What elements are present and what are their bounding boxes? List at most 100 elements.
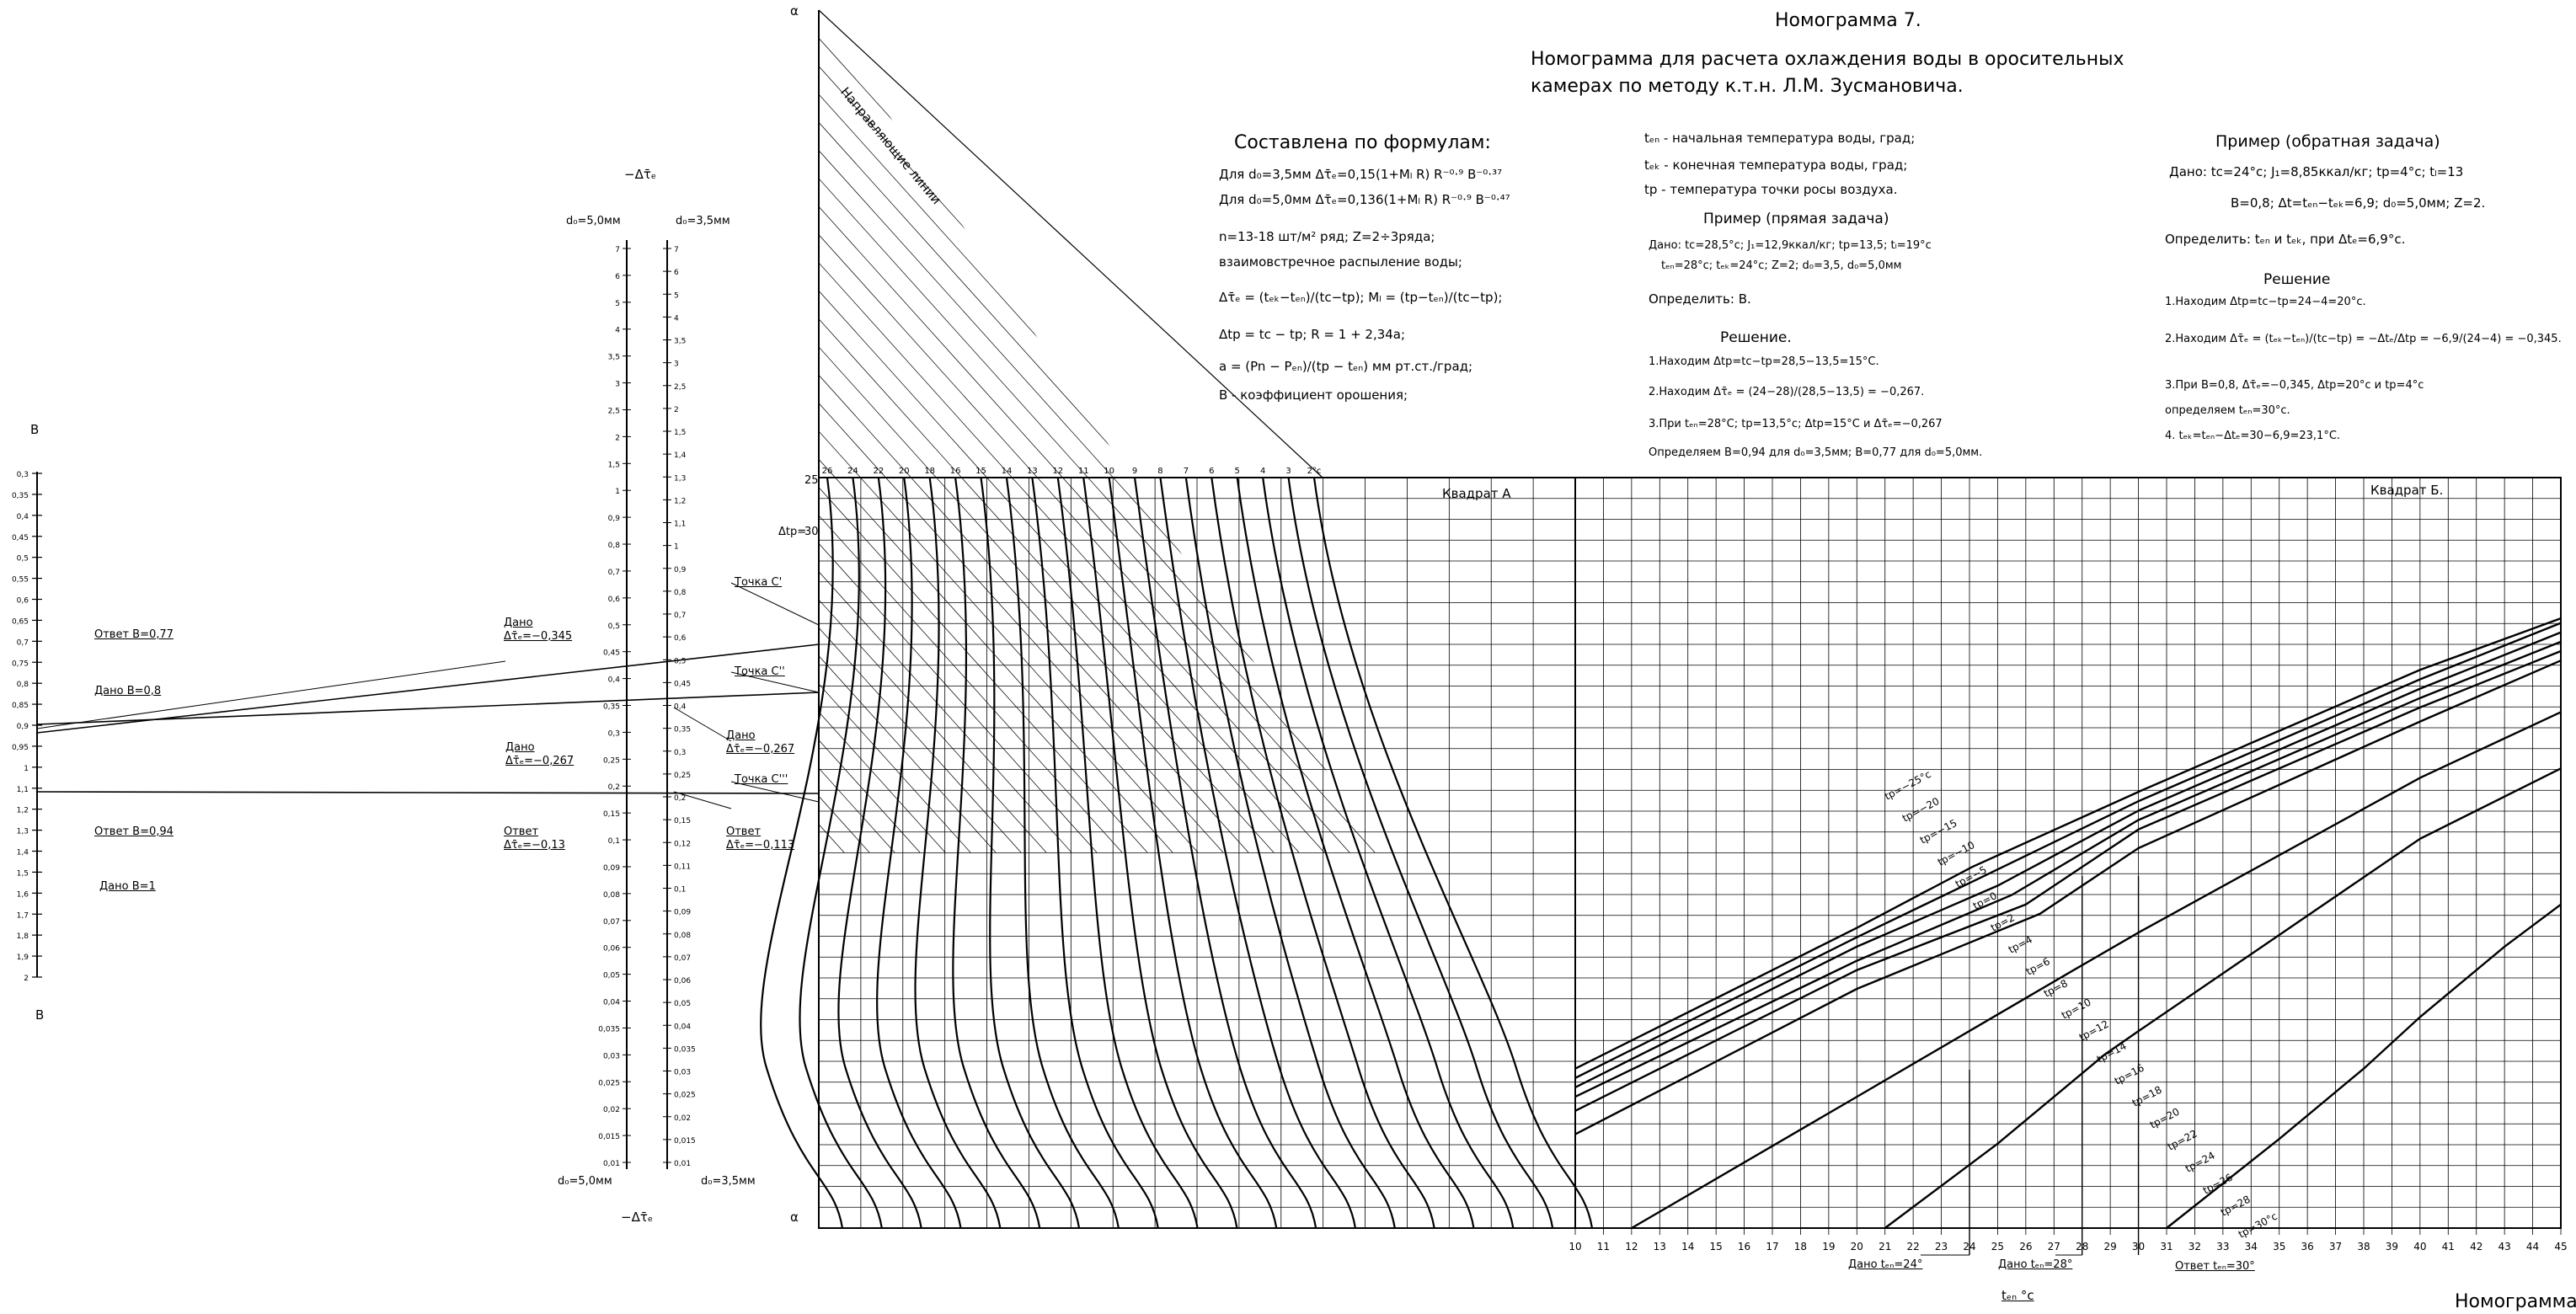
dtp-curve [1005,477,1120,1229]
d35-tick-label: 0,3 [674,749,686,757]
d35-tick-label: 0,035 [674,1045,696,1054]
x-tick-label: 27 [2048,1241,2060,1253]
d35-tick-label: 0,1 [674,886,686,895]
dtp-value-label: 11 [1078,467,1089,476]
dtp-curve [1312,477,1594,1229]
x-tick-label: 23 [1935,1241,1948,1253]
tp-label: tp=22 [2166,1128,2199,1153]
d5-tick-label: 0,5 [608,622,620,631]
d35-tick-label: 6 [674,269,679,277]
d35-tick-label: 0,9 [674,566,687,574]
d35-tick-label: 0,12 [674,840,691,848]
b-tick-label: 1,5 [17,869,29,878]
b-tick-label: 0,65 [12,617,29,626]
d35-tick-label: 2,5 [674,383,686,392]
b-tick-label: 1,2 [17,807,29,815]
dtp-curve [1133,477,1317,1229]
d5-tick-label: 1,5 [608,461,620,469]
quadrant-b-label: Квадрат Б. [2370,483,2444,498]
dtp-value-label: 26 [822,467,833,476]
x-tick-label: 19 [1822,1241,1835,1253]
direct-example-heading: Пример (прямая задача) [1703,211,1889,227]
tp-label: tp=10 [2060,996,2093,1022]
inverse-find: Определить: tₑₙ и tₑₖ, при Δtₑ=6,9°c. [2165,232,2406,247]
tp-label: tp=20 [2148,1106,2182,1131]
b-scale-label-top: B [30,422,40,437]
d35-tick-label: 0,01 [674,1160,691,1168]
d35-tick-label: 1,3 [674,474,686,483]
d35-tick-label: 0,5 [674,657,686,665]
d5-tick-label: 0,2 [608,783,620,792]
formula-line-4: взаимовстречное распыление воды; [1219,254,1462,270]
formula-line-5: Δτ̄ₑ = (tₑₖ−tₑₙ)/(tc−tp); Mₗ = (tp−tₑₙ)/… [1219,290,1503,305]
b-tick-label: 1,6 [17,890,29,899]
x-tick-label: 31 [2160,1241,2172,1253]
d35-tick-label: 1,4 [674,451,687,460]
x-tick-label: 12 [1625,1241,1638,1253]
d5-tick-label: 5 [615,300,620,308]
dtp-curve [760,477,844,1229]
d35-tick-label: 0,015 [674,1137,696,1146]
d5-tick-label: 0,7 [608,569,620,577]
dtp-curve [1108,477,1278,1229]
b-tick-label: 0,85 [12,702,29,710]
page-subtitle-2: камерах по методу к.т.н. Л.М. Зусманович… [1531,76,1964,97]
x-tick-label: 16 [1738,1241,1750,1253]
guide-boundary [818,9,1323,478]
x-axis-label: tₑₙ °c [2001,1288,2034,1303]
dtp-label: Δtp= [778,526,807,538]
d5-tick-label: 0,35 [603,703,620,712]
d35-label-top: d₀=3,5мм [676,215,730,227]
d35-tick-label: 0,05 [674,1000,691,1008]
dtp-value-label: 10 [1104,467,1114,476]
inverse-step-4: определяем tₑₙ=30°c. [2165,404,2290,417]
direct-step-1: 1.Находим Δtp=tc−tp=28,5−13,5=15°C. [1649,355,1879,368]
x-tick-label: 39 [2386,1241,2398,1253]
inverse-step-2: 2.Находим Δτ̄ₑ = (tₑₖ−tₑₙ)/(tc−tp) = −Δt… [2165,333,2562,345]
inverse-step-1: 1.Находим Δtp=tc−tp=24−4=20°c. [2165,296,2366,308]
d5-tick-label: 0,01 [603,1160,620,1168]
d35-tick-label: 0,45 [674,680,691,688]
ann-dtau-answer-0113: Ответ Δτ̄ₑ=−0,113 [726,825,795,852]
alpha-label-top: α [790,3,799,19]
tp-curve [1574,631,2562,1088]
formula-line-7: a = (Pn − Pₑₙ)/(tp − tₑₙ) мм рт.ст./град… [1219,359,1473,374]
definition-2: tₑₖ - конечная температура воды, град; [1644,158,1908,173]
x-tick-label: 15 [1710,1241,1723,1253]
b-tick-label: 1,4 [17,849,29,857]
tp-curve [2166,903,2562,1229]
d5-tick-label: 0,06 [603,945,620,953]
d5-tick-label: 0,6 [608,596,621,604]
dtp-value-label: 2°c [1307,467,1322,476]
ann-given-tn-24: Дано tₑₙ=24° [1848,1258,1923,1271]
formula-line-3: n=13-18 шт/м² ряд; Z=2÷3ряда; [1219,229,1435,244]
b-tick-label: 0,5 [17,555,29,564]
point-c2: Точка C'' [735,665,785,678]
x-tick-label: 17 [1766,1241,1778,1253]
tp-label: tp=30°c [2237,1210,2279,1241]
x-tick-label: 18 [1794,1241,1807,1253]
d5-tick-label: 4 [615,327,620,335]
dtp-curve [1159,477,1357,1229]
ann-dtau-given-0267-left: Дано Δτ̄ₑ=−0,267 [505,741,575,767]
tp-label: tp=−10 [1936,839,1977,868]
b-tick-label: 1,7 [17,911,29,920]
point-c1: Точка C' [735,576,783,589]
d35-tick-label: 5 [674,291,679,300]
d5-tick-label: 0,4 [608,676,621,685]
x-tick-label: 10 [1569,1241,1581,1253]
d5-tick-label: 3 [615,381,620,389]
b-tick-label: 0,8 [17,681,29,689]
tp-label: tp=2 [1989,911,2017,933]
dtp-value-label: 20 [899,467,910,476]
ann-dtau-given-0345: Дано Δτ̄ₑ=−0,345 [504,617,573,643]
d35-tick-label: 1,5 [674,429,686,437]
tp-label: tp=4 [2007,933,2034,955]
d5-tick-label: 1 [615,488,620,496]
x-tick-label: 38 [2357,1241,2370,1253]
formulas-heading: Составлена по формулам: [1234,132,1491,153]
tp-curve [1574,617,2562,1070]
d5-tick-label: 0,1 [608,837,620,846]
b-tick-label: 0,9 [17,723,29,731]
dtp-curves [760,477,1594,1229]
